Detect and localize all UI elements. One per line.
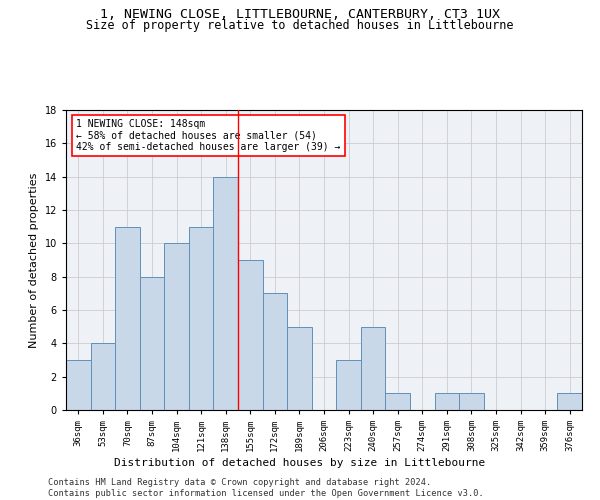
Text: 1, NEWING CLOSE, LITTLEBOURNE, CANTERBURY, CT3 1UX: 1, NEWING CLOSE, LITTLEBOURNE, CANTERBUR…: [100, 8, 500, 20]
Bar: [361, 326, 385, 410]
Bar: [91, 344, 115, 410]
Bar: [336, 360, 361, 410]
Bar: [263, 294, 287, 410]
Y-axis label: Number of detached properties: Number of detached properties: [29, 172, 39, 348]
Bar: [66, 360, 91, 410]
Bar: [214, 176, 238, 410]
Bar: [115, 226, 140, 410]
Bar: [459, 394, 484, 410]
Bar: [385, 394, 410, 410]
Bar: [434, 394, 459, 410]
Text: Size of property relative to detached houses in Littlebourne: Size of property relative to detached ho…: [86, 19, 514, 32]
Text: 1 NEWING CLOSE: 148sqm
← 58% of detached houses are smaller (54)
42% of semi-det: 1 NEWING CLOSE: 148sqm ← 58% of detached…: [76, 119, 341, 152]
Bar: [238, 260, 263, 410]
Text: Distribution of detached houses by size in Littlebourne: Distribution of detached houses by size …: [115, 458, 485, 468]
Bar: [557, 394, 582, 410]
Bar: [287, 326, 312, 410]
Text: Contains HM Land Registry data © Crown copyright and database right 2024.
Contai: Contains HM Land Registry data © Crown c…: [48, 478, 484, 498]
Bar: [164, 244, 189, 410]
Bar: [140, 276, 164, 410]
Bar: [189, 226, 214, 410]
